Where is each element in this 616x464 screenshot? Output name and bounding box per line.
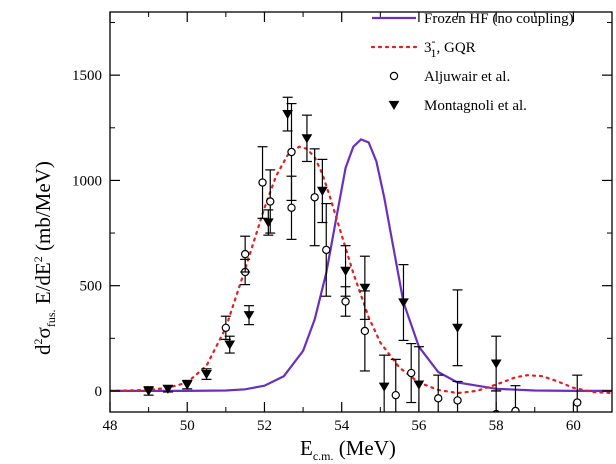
x-tick-label: 52 [257, 418, 272, 434]
open-circle-marker [391, 390, 400, 400]
plot-frame [109, 11, 613, 413]
triangle-marker [317, 186, 328, 196]
montagnoli-point [282, 96, 293, 132]
open-circle-marker [310, 193, 319, 202]
open-circle-marker [407, 368, 416, 378]
open-circle-marker [434, 394, 443, 403]
aljuwair-point [433, 374, 444, 412]
gqr-coupling-curve [110, 145, 612, 395]
x-tick-label: 58 [489, 418, 504, 434]
aljuwair-point [321, 202, 332, 297]
legend-triangle [388, 100, 400, 110]
triangle-marker [359, 283, 371, 293]
legend-entry: 3-1, GQR [370, 34, 476, 60]
triangle-marker [143, 386, 154, 396]
x-tick-label: 56 [411, 418, 427, 434]
frozen-hf-curve [110, 138, 612, 392]
open-circle-marker [322, 245, 331, 255]
legend-open-circle [389, 71, 399, 81]
montagnoli-point [398, 264, 409, 342]
triangle-marker [162, 384, 174, 394]
legend-entry: Aljuwair et al. [389, 69, 510, 85]
legend: Frozen HF (no coupling) 3-1, GQR Aljuwair … [370, 11, 574, 114]
open-circle-marker [341, 297, 350, 306]
open-circle-marker [287, 147, 296, 157]
x-tick-label: 60 [566, 418, 581, 434]
triangle-marker [452, 323, 463, 333]
open-circle-marker [240, 249, 250, 259]
triangle-marker [301, 134, 313, 144]
x-tick-label: 54 [334, 418, 350, 434]
plot-area [110, 96, 612, 412]
aljuwair-point [452, 380, 463, 412]
triangle-marker [413, 380, 425, 390]
triangle-marker [181, 380, 193, 390]
open-circle-marker [258, 178, 267, 187]
montagnoli-point [201, 368, 212, 380]
montagnoli-point [317, 158, 328, 224]
montagnoli-point [224, 335, 236, 354]
x-tick-label: 48 [103, 418, 118, 434]
triangle-marker [201, 370, 212, 380]
axes: 48 50 52 54 56 58 60 0 500 1000 1500 [72, 11, 613, 434]
triangle-marker [378, 382, 390, 392]
triangle-marker [262, 218, 274, 228]
aljuwair-point [510, 385, 521, 412]
x-axis-title: Ec.m. (MeV) [300, 436, 396, 463]
aljuwair-point [257, 146, 268, 219]
montagnoli-point [359, 255, 371, 320]
open-circle-marker [287, 203, 296, 212]
triangle-marker [243, 311, 255, 321]
legend-label: 3-1, GQR [424, 34, 476, 60]
montagnoli-point [243, 305, 255, 326]
legend-entry: Frozen HF (no coupling) [372, 11, 574, 27]
aljuwair-point [240, 235, 251, 273]
montagnoli-point [181, 379, 193, 390]
x-tick-label: 50 [180, 418, 195, 434]
legend-entry: Montagnoli et al. [388, 98, 527, 114]
open-circle-marker [453, 396, 462, 405]
legend-label: Frozen HF (no coupling) [424, 11, 574, 27]
y-axis-title: d2σfus. E/dE2 (mb/MeV) [31, 161, 58, 355]
open-circle-marker [573, 398, 582, 407]
triangle-marker [282, 110, 293, 120]
montagnoli-point [162, 384, 174, 394]
triangle-marker [398, 298, 409, 308]
aljuwair-point [390, 358, 401, 412]
triangle-marker [490, 359, 502, 369]
montagnoli-point [262, 209, 274, 236]
montagnoli-point [490, 335, 502, 392]
montagnoli-point [452, 289, 463, 367]
open-circle-marker [511, 406, 520, 412]
legend-label: Aljuwair et al. [424, 69, 510, 85]
aljuwair-point [286, 102, 297, 202]
aljuwair-point [309, 148, 320, 247]
aljuwair-point [406, 342, 417, 404]
montagnoli-point [340, 245, 351, 297]
y-tick-label: 500 [80, 279, 103, 295]
open-circle-marker [221, 323, 231, 332]
aljuwair-point [572, 374, 583, 412]
triangle-marker [224, 340, 236, 350]
triangle-marker [340, 266, 351, 276]
y-tick-label: 1500 [72, 68, 102, 84]
aljuwair-point [220, 315, 231, 340]
y-tick-label: 0 [95, 384, 103, 400]
montagnoli-point [301, 114, 313, 163]
legend-label: Montagnoli et al. [424, 98, 527, 114]
montagnoli-point [143, 386, 154, 396]
y-tick-label: 1000 [72, 173, 102, 189]
open-circle-marker [360, 326, 370, 336]
montagnoli-point [378, 354, 390, 412]
open-circle-marker [266, 197, 275, 206]
